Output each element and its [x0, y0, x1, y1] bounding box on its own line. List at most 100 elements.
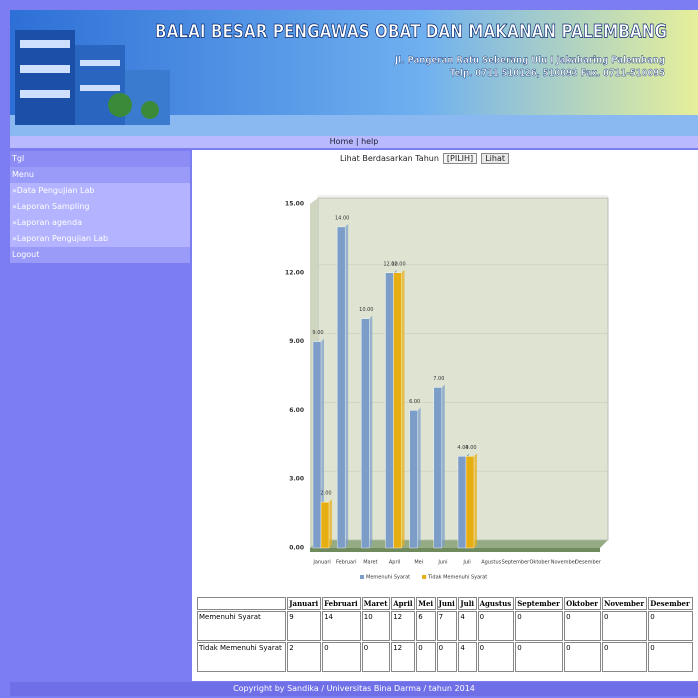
value-cell: 14: [322, 611, 361, 641]
value-cell: 9: [287, 611, 321, 641]
month-header: April: [391, 597, 415, 610]
value-cell: 0: [564, 642, 601, 672]
y-tick-label: 3.00: [289, 476, 304, 483]
banner: BALAI BESAR PENGAWAS OBAT DAN MAKANAN PA…: [10, 10, 698, 136]
month-header: Mei: [416, 597, 435, 610]
sidebar-logout[interactable]: Logout: [10, 247, 190, 263]
sidebar-link[interactable]: »Laporan Pengujian Lab: [10, 231, 190, 247]
row-label: Tidak Memenuhi Syarat: [197, 642, 286, 672]
value-label: 10.00: [359, 307, 373, 313]
x-tick-label: April: [389, 560, 400, 566]
value-label: 2.00: [320, 491, 331, 497]
bar: [337, 227, 345, 548]
value-cell: 0: [478, 611, 515, 641]
x-tick-label: Desember: [575, 560, 602, 566]
legend-swatch: [360, 575, 364, 579]
value-label: 14.00: [335, 215, 349, 221]
month-header: Maret: [362, 597, 390, 610]
x-tick-label: Agustus: [481, 560, 501, 566]
nav-help[interactable]: help: [361, 137, 378, 146]
value-cell: 0: [515, 611, 563, 641]
address: Jl. Pangeran Ratu Seberang Ulu I Jakabar…: [394, 55, 665, 66]
value-cell: 2: [287, 642, 321, 672]
value-cell: 0: [322, 642, 361, 672]
value-cell: 0: [564, 611, 601, 641]
legend-swatch: [422, 575, 426, 579]
y-tick-label: 0.00: [289, 545, 304, 552]
value-cell: 4: [458, 611, 476, 641]
footer: Copyright by Sandika / Universitas Bina …: [10, 682, 698, 696]
sidebar-link[interactable]: »Laporan agenda: [10, 215, 190, 231]
value-cell: 12: [391, 611, 415, 641]
sidebar-link[interactable]: »Laporan Sampling: [10, 199, 190, 215]
nav-home[interactable]: Home: [330, 137, 354, 146]
bar: [313, 342, 321, 548]
phone: Telp. 0711 510126, 510093 Fax. 0711-5100…: [450, 68, 665, 79]
bar: [386, 273, 394, 548]
chart: 0.00 3.00 6.00 9.00 12.00 15.00 Januari Februar…: [192, 150, 698, 595]
x-tick-label: Februari: [336, 560, 357, 566]
x-tick-label: September: [502, 560, 531, 566]
site-title: BALAI BESAR PENGAWAS OBAT DAN MAKANAN PA…: [155, 21, 667, 43]
page: BALAI BESAR PENGAWAS OBAT DAN MAKANAN PA…: [0, 0, 698, 698]
value-label: 9.00: [312, 330, 323, 336]
value-cell: 6: [416, 611, 435, 641]
value-cell: 0: [648, 611, 693, 641]
month-header: Oktober: [564, 597, 601, 610]
x-tick-label: Juni: [437, 560, 447, 566]
value-cell: 0: [602, 611, 647, 641]
x-tick-label: Januari: [312, 560, 330, 566]
value-label: 6.00: [409, 399, 420, 405]
x-tick-label: Juli: [462, 560, 470, 566]
bar-side: [345, 224, 348, 548]
bar-side: [442, 384, 445, 548]
y-tick-label: 6.00: [289, 407, 304, 414]
month-header: Agustus: [478, 597, 515, 610]
month-header: Februari: [322, 597, 361, 610]
month-header: Juli: [458, 597, 476, 610]
value-cell: 0: [515, 642, 563, 672]
value-cell: 12: [391, 642, 415, 672]
nav-separator: |: [356, 137, 359, 146]
value-cell: 4: [458, 642, 476, 672]
y-tick-label: 12.00: [285, 269, 304, 276]
value-cell: 0: [437, 642, 458, 672]
nav-bar: Home | help: [10, 136, 698, 148]
bar: [434, 387, 442, 548]
bar: [394, 273, 402, 548]
value-cell: 10: [362, 611, 390, 641]
value-cell: 0: [648, 642, 693, 672]
row-label: Memenuhi Syarat: [197, 611, 286, 641]
value-label: 12.00: [391, 261, 405, 267]
bar: [321, 502, 329, 548]
value-cell: 0: [416, 642, 435, 672]
data-row: Memenuhi Syarat914101267400000: [197, 611, 693, 641]
month-header: Juni: [437, 597, 458, 610]
sidebar-link[interactable]: »Data Pengujian Lab: [10, 183, 190, 199]
legend-label: Memenuhi Syarat: [366, 575, 410, 581]
bar-side: [369, 316, 372, 548]
plot-floor-edge: [310, 548, 600, 552]
x-tick-label: Oktober: [530, 560, 551, 566]
x-tick-label: November: [551, 560, 578, 566]
y-tick-label: 9.00: [289, 338, 304, 345]
y-tick-label: 15.00: [285, 201, 304, 208]
legend-label: Tidak Memenuhi Syarat: [427, 575, 487, 581]
value-label: 7.00: [433, 376, 444, 382]
bar-side: [474, 453, 477, 548]
month-header: November: [602, 597, 647, 610]
value-cell: 7: [437, 611, 458, 641]
bar: [361, 319, 369, 548]
month-header: Desember: [648, 597, 693, 610]
x-tick-label: Mei: [414, 560, 423, 566]
bar: [466, 456, 474, 548]
bar-side: [329, 499, 332, 548]
bar-side: [418, 407, 421, 548]
corner-cell: [197, 597, 286, 610]
bar: [410, 410, 418, 548]
value-cell: 0: [602, 642, 647, 672]
